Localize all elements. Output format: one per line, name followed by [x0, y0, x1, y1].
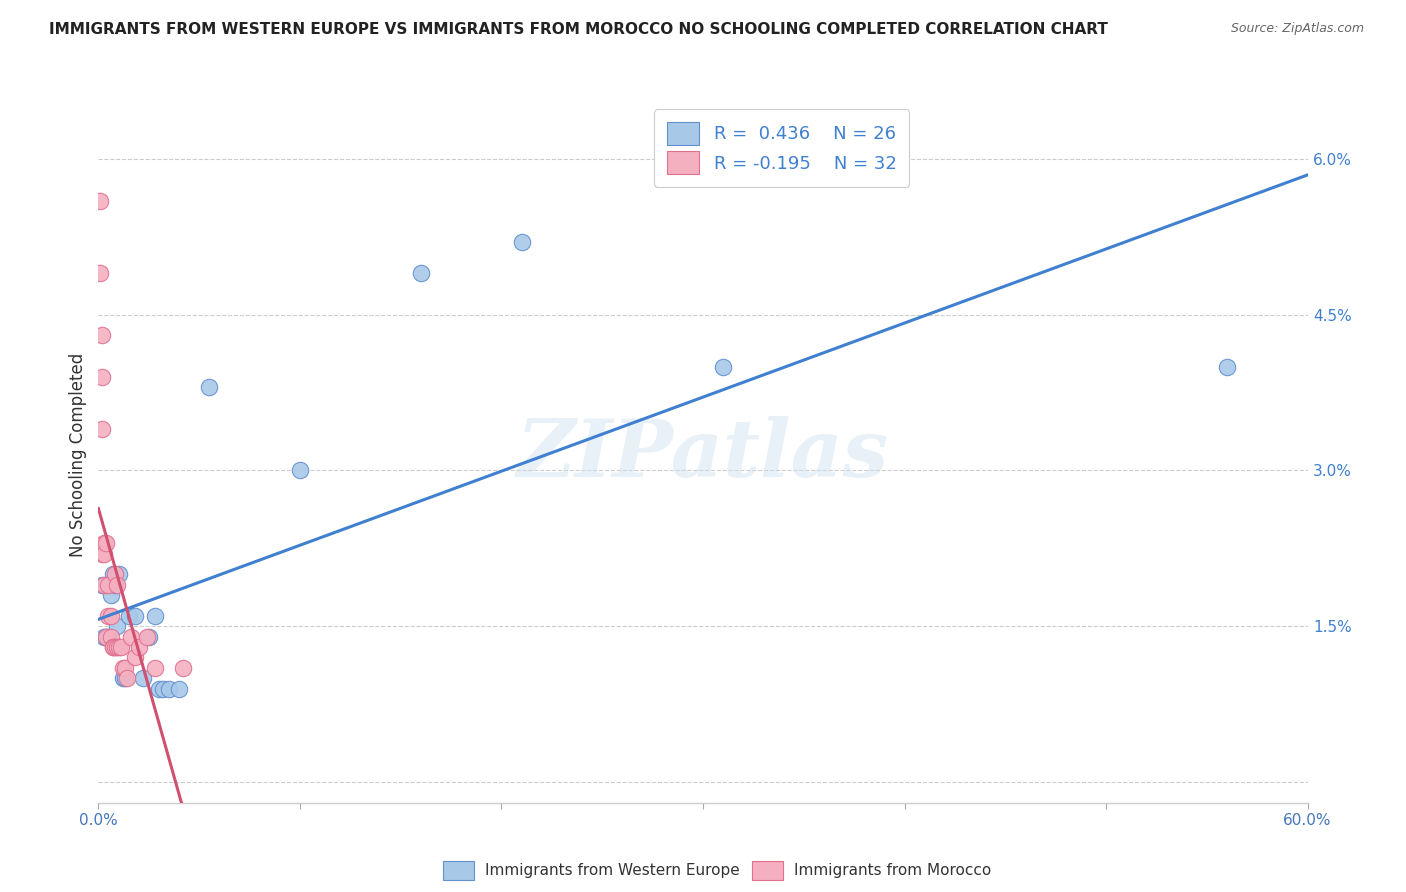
Text: Source: ZipAtlas.com: Source: ZipAtlas.com: [1230, 22, 1364, 36]
Point: [111, 661, 134, 675]
Text: IMMIGRANTS FROM WESTERN EUROPE VS IMMIGRANTS FROM MOROCCO NO SCHOOLING COMPLETED: IMMIGRANTS FROM WESTERN EUROPE VS IMMIGR…: [49, 22, 1108, 37]
Point: [120, 630, 142, 644]
Point: [93, 547, 115, 561]
Point: [105, 640, 128, 654]
Point: [143, 661, 166, 675]
Text: Immigrants from Morocco: Immigrants from Morocco: [794, 863, 991, 878]
Point: [97, 630, 120, 644]
Point: [510, 235, 533, 249]
Point: [152, 681, 174, 696]
Point: [157, 681, 180, 696]
Point: [138, 630, 160, 644]
Point: [97, 578, 120, 592]
Point: [128, 640, 150, 654]
Point: [115, 671, 138, 685]
Point: [101, 640, 124, 654]
Point: [1216, 359, 1239, 374]
Point: [167, 681, 190, 696]
Point: [103, 567, 125, 582]
Point: [172, 661, 194, 675]
Point: [89, 266, 111, 280]
Text: ZIPatlas: ZIPatlas: [517, 417, 889, 493]
Point: [100, 630, 122, 644]
Point: [91, 578, 114, 592]
Point: [107, 640, 129, 654]
Point: [93, 536, 115, 550]
Point: [143, 608, 166, 623]
Point: [118, 608, 141, 623]
Point: [89, 194, 111, 208]
Point: [91, 370, 114, 384]
Point: [91, 328, 114, 343]
Point: [101, 567, 124, 582]
Point: [409, 266, 432, 280]
Point: [91, 422, 114, 436]
Point: [711, 359, 734, 374]
Point: [288, 463, 311, 477]
Point: [105, 578, 128, 592]
Point: [96, 630, 118, 644]
Point: [105, 619, 128, 633]
Point: [111, 671, 134, 685]
Point: [124, 608, 146, 623]
Point: [114, 671, 136, 685]
Point: [93, 578, 115, 592]
Point: [135, 630, 157, 644]
Point: [110, 640, 132, 654]
Point: [91, 547, 114, 561]
Point: [124, 650, 146, 665]
Point: [148, 681, 170, 696]
Point: [107, 567, 129, 582]
Point: [100, 588, 122, 602]
Text: Immigrants from Western Europe: Immigrants from Western Europe: [485, 863, 740, 878]
Legend: R =  0.436    N = 26, R = -0.195    N = 32: R = 0.436 N = 26, R = -0.195 N = 32: [654, 109, 910, 187]
Point: [103, 578, 125, 592]
Point: [100, 608, 122, 623]
Point: [114, 661, 136, 675]
Point: [96, 630, 118, 644]
Point: [93, 630, 115, 644]
Point: [101, 640, 124, 654]
Point: [96, 536, 118, 550]
Point: [97, 608, 120, 623]
Point: [132, 671, 155, 685]
Point: [103, 640, 125, 654]
Y-axis label: No Schooling Completed: No Schooling Completed: [69, 353, 87, 557]
Point: [198, 380, 221, 394]
